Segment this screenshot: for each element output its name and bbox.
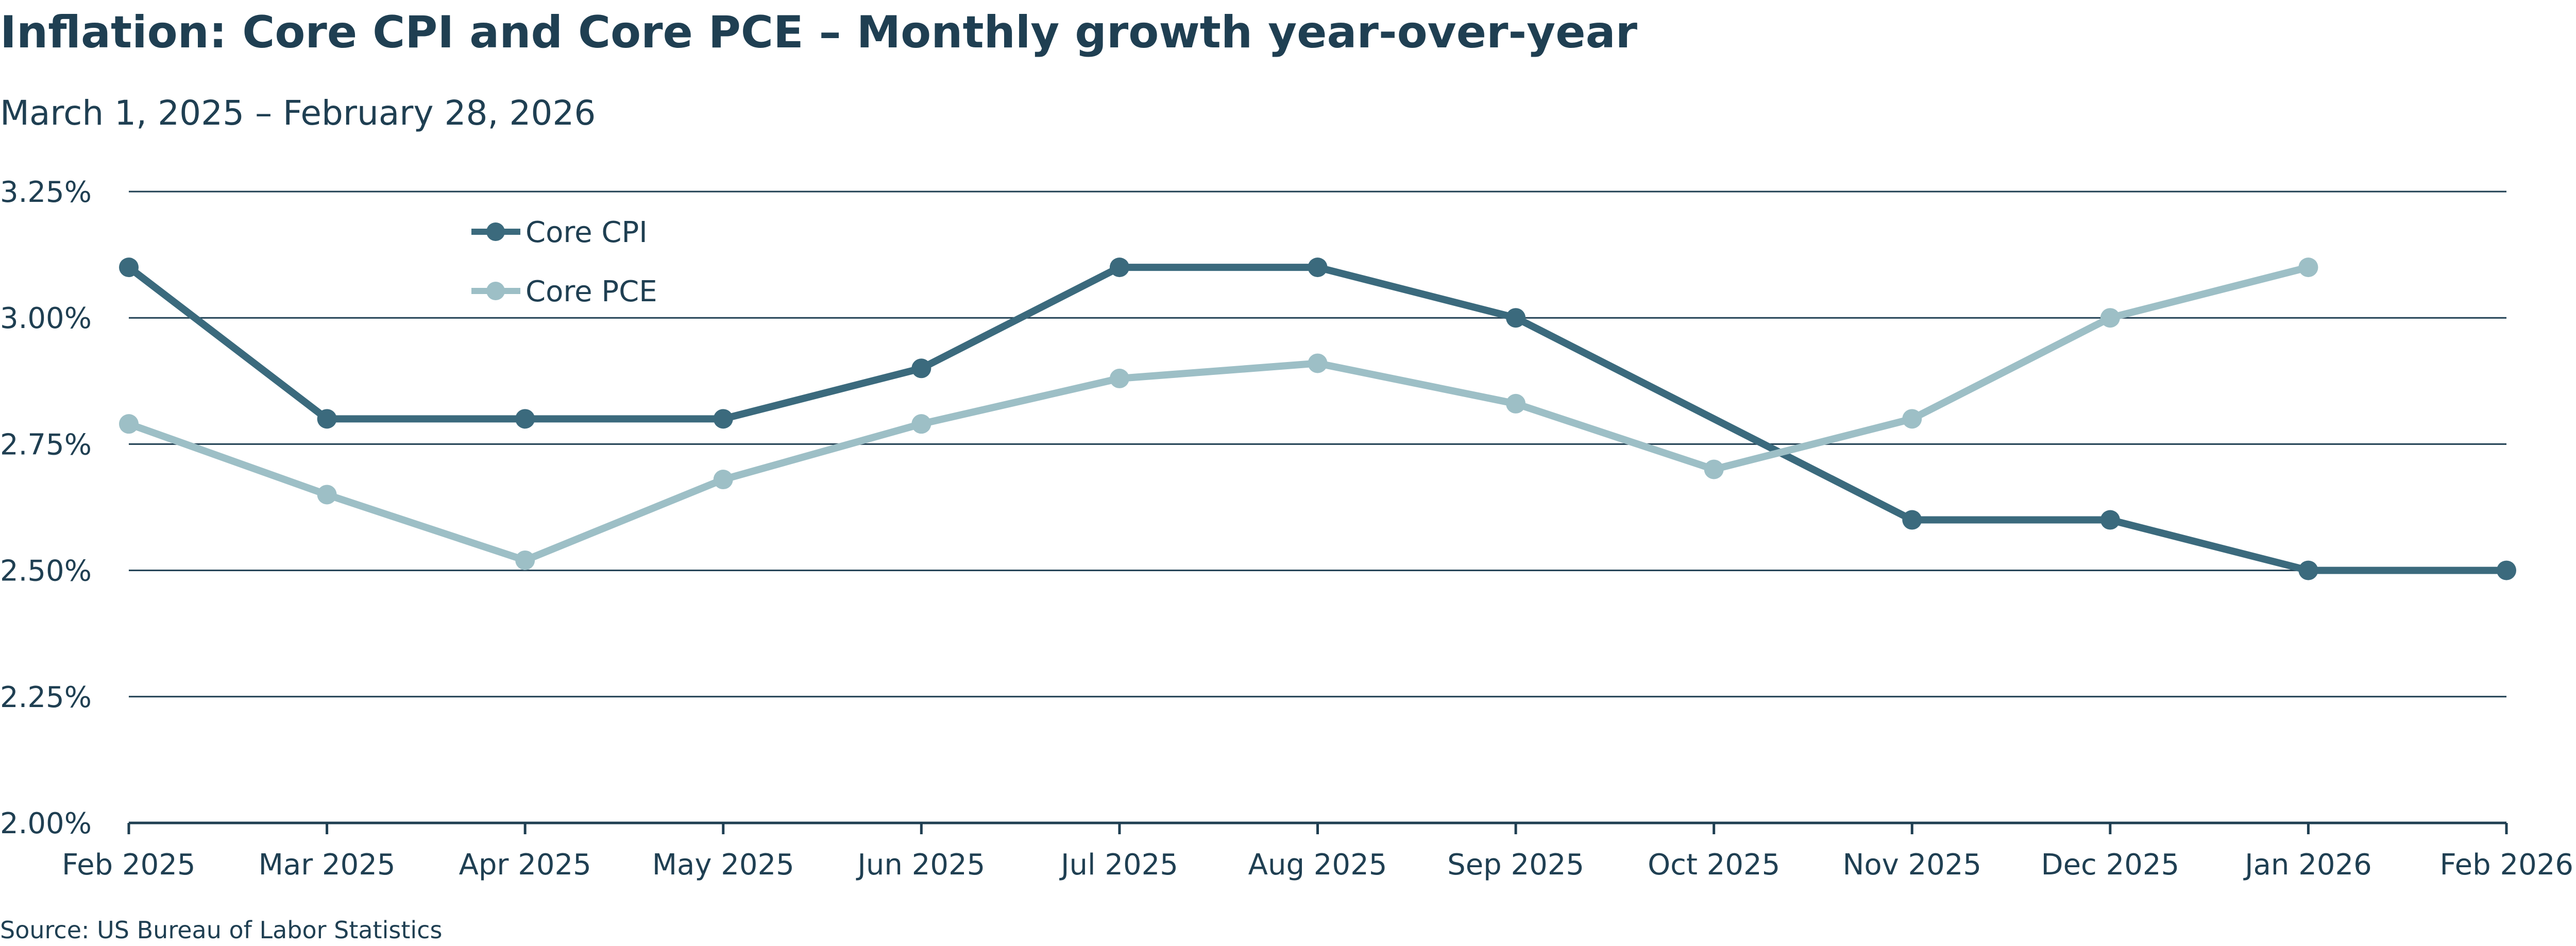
x-axis: Feb 2025 Mar 2025 Apr 2025 May 2025 Jun 2025… — [62, 821, 2573, 882]
data-point-core-pce — [119, 414, 139, 434]
data-point-core-cpi — [911, 358, 931, 379]
x-tick-label: Mar 2025 — [259, 848, 396, 882]
legend: Core CPI Core PCE — [471, 216, 657, 308]
data-point-core-pce — [1902, 409, 1922, 429]
data-point-core-pce — [2100, 308, 2120, 328]
data-point-core-cpi — [1308, 257, 1328, 278]
chart-title: Inflation: Core CPI and Core PCE – Month… — [0, 7, 1638, 58]
series-lines — [119, 257, 2516, 580]
data-point-core-cpi — [317, 409, 337, 429]
y-tick-label: 2.00% — [0, 807, 92, 840]
data-point-core-cpi — [119, 257, 139, 278]
x-tick-label: Jun 2025 — [856, 848, 985, 882]
x-tick-label: May 2025 — [652, 848, 794, 882]
legend-label-core-pce: Core PCE — [526, 275, 657, 308]
data-point-core-cpi — [2298, 560, 2318, 580]
data-point-core-cpi — [1109, 257, 1129, 278]
data-point-core-pce — [1308, 353, 1328, 373]
source-note: Source: US Bureau of Labor Statistics — [0, 916, 442, 944]
x-tick-label: Feb 2026 — [2440, 848, 2573, 882]
data-point-core-cpi — [2100, 510, 2120, 530]
x-tick-label: Apr 2025 — [459, 848, 591, 882]
data-point-core-pce — [317, 485, 337, 505]
data-point-core-pce — [1704, 459, 1724, 479]
data-point-core-cpi — [713, 409, 733, 429]
y-tick-label: 3.00% — [0, 302, 92, 335]
x-tick-label: Nov 2025 — [1842, 848, 1981, 882]
legend-marker-core-cpi — [486, 222, 505, 241]
legend-marker-core-pce — [486, 282, 505, 300]
chart-subtitle: March 1, 2025 – February 28, 2026 — [0, 93, 596, 133]
data-point-core-pce — [1506, 393, 1526, 414]
data-point-core-pce — [1109, 368, 1129, 388]
y-tick-label: 2.25% — [0, 681, 92, 714]
series-line-core-pce — [125, 264, 2312, 564]
data-point-core-pce — [911, 414, 931, 434]
series-line-core-cpi — [125, 264, 2510, 574]
x-tick-label: Sep 2025 — [1447, 848, 1584, 882]
data-point-core-cpi — [1902, 510, 1922, 530]
x-tick-label: Aug 2025 — [1248, 848, 1387, 882]
x-tick-label: Dec 2025 — [2041, 848, 2179, 882]
y-tick-label: 3.25% — [0, 176, 92, 209]
data-point-core-cpi — [2497, 560, 2516, 580]
y-tick-label: 2.50% — [0, 555, 92, 588]
data-point-core-pce — [515, 550, 535, 570]
x-tick-label: Oct 2025 — [1648, 848, 1780, 882]
x-tick-label: Jul 2025 — [1059, 848, 1178, 882]
y-tick-label: 2.75% — [0, 428, 92, 461]
x-tick-label: Jan 2026 — [2243, 848, 2372, 882]
data-point-core-pce — [713, 470, 733, 490]
data-point-core-cpi — [515, 409, 535, 429]
data-point-core-pce — [2298, 257, 2318, 278]
x-tick-label: Feb 2025 — [62, 848, 195, 882]
gridlines: 2.00% 2.25% 2.50% 2.75% 3.00% 3.25% — [0, 176, 2506, 840]
data-point-core-cpi — [1506, 308, 1526, 328]
legend-label-core-cpi: Core CPI — [526, 216, 648, 249]
